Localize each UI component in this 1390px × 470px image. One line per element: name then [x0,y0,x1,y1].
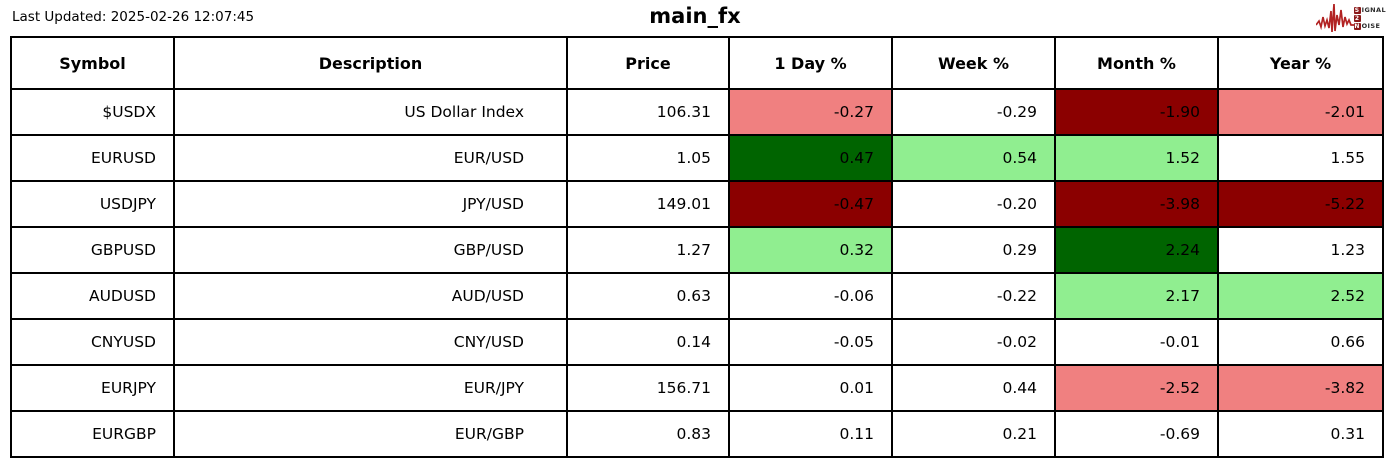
table-row: EURUSD EUR/USD 1.05 0.47 0.54 1.52 1.55 [10,134,1384,182]
change-cell: 1.55 [1217,134,1384,182]
change-cell: 0.32 [728,226,893,274]
change-cell: 2.17 [1054,272,1219,320]
column-header: 1 Day % [728,36,893,90]
description-cell: EUR/GBP [173,410,568,458]
logo-text-line: 2 [1353,14,1361,22]
change-cell: -2.01 [1217,88,1384,136]
waveform-icon [1315,3,1358,33]
change-cell: -0.27 [728,88,893,136]
price-cell: 1.27 [566,226,730,274]
symbol-cell: USDJPY [10,180,175,228]
symbol-cell: EURGBP [10,410,175,458]
fx-table-body: $USDX US Dollar Index 106.31 -0.27 -0.29 -1.9… [10,88,1384,458]
column-header: Description [173,36,568,90]
price-cell: 0.83 [566,410,730,458]
change-cell: 1.52 [1054,134,1219,182]
signal-2-noise-logo: S IGNAL 2 N OISE [1315,1,1386,35]
change-cell: 0.29 [891,226,1056,274]
change-cell: -0.20 [891,180,1056,228]
change-cell: 0.01 [728,364,893,412]
topbar: Last Updated: 2025-02-26 12:07:45 main_f… [0,0,1390,36]
change-cell: -1.90 [1054,88,1219,136]
change-cell: 0.66 [1217,318,1384,366]
price-cell: 0.14 [566,318,730,366]
table-row: GBPUSD GBP/USD 1.27 0.32 0.29 2.24 1.23 [10,226,1384,274]
table-row: EURGBP EUR/GBP 0.83 0.11 0.21 -0.69 0.31 [10,410,1384,458]
change-cell: 0.31 [1217,410,1384,458]
price-cell: 0.63 [566,272,730,320]
change-cell: 0.54 [891,134,1056,182]
header-row: Symbol Description Price 1 Day % Week % Month… [10,36,1384,90]
change-cell: 0.11 [728,410,893,458]
change-cell: -0.47 [728,180,893,228]
change-cell: 0.44 [891,364,1056,412]
price-cell: 149.01 [566,180,730,228]
column-header: Symbol [10,36,175,90]
change-cell: -0.22 [891,272,1056,320]
change-cell: 2.52 [1217,272,1384,320]
symbol-cell: GBPUSD [10,226,175,274]
change-cell: -3.98 [1054,180,1219,228]
change-cell: -0.05 [728,318,893,366]
change-cell: -0.06 [728,272,893,320]
price-cell: 156.71 [566,364,730,412]
symbol-cell: $USDX [10,88,175,136]
column-header: Month % [1054,36,1219,90]
description-cell: CNY/USD [173,318,568,366]
symbol-cell: AUDUSD [10,272,175,320]
table-row: EURJPY EUR/JPY 156.71 0.01 0.44 -2.52 -3.82 [10,364,1384,412]
change-cell: -2.52 [1054,364,1219,412]
description-cell: AUD/USD [173,272,568,320]
price-cell: 106.31 [566,88,730,136]
last-updated-text: Last Updated: 2025-02-26 12:07:45 [12,9,255,25]
change-cell: -5.22 [1217,180,1384,228]
description-cell: EUR/JPY [173,364,568,412]
description-cell: JPY/USD [173,180,568,228]
change-cell: -0.02 [891,318,1056,366]
change-cell: 2.24 [1054,226,1219,274]
table-row: $USDX US Dollar Index 106.31 -0.27 -0.29 -1.9… [10,88,1384,136]
description-cell: US Dollar Index [173,88,568,136]
change-cell: -3.82 [1217,364,1384,412]
logo-text: S IGNAL 2 N OISE [1353,5,1386,30]
column-header: Year % [1217,36,1384,90]
change-cell: -0.29 [891,88,1056,136]
column-header: Week % [891,36,1056,90]
table-row: USDJPY JPY/USD 149.01 -0.47 -0.20 -3.98 -5.22 [10,180,1384,228]
logo-text-line: S IGNAL [1353,5,1386,14]
column-header: Price [566,36,730,90]
change-cell: -0.69 [1054,410,1219,458]
symbol-cell: CNYUSD [10,318,175,366]
symbol-cell: EURJPY [10,364,175,412]
page-title: main_fx [649,4,741,28]
table-row: CNYUSD CNY/USD 0.14 -0.05 -0.02 -0.01 0.66 [10,318,1384,366]
change-cell: 1.23 [1217,226,1384,274]
change-cell: 0.21 [891,410,1056,458]
symbol-cell: EURUSD [10,134,175,182]
price-cell: 1.05 [566,134,730,182]
description-cell: GBP/USD [173,226,568,274]
change-cell: -0.01 [1054,318,1219,366]
change-cell: 0.47 [728,134,893,182]
logo-text-line: N OISE [1353,21,1381,30]
table-row: AUDUSD AUD/USD 0.63 -0.06 -0.22 2.17 2.52 [10,272,1384,320]
description-cell: EUR/USD [173,134,568,182]
fx-table: Symbol Description Price 1 Day % Week % Month… [10,36,1384,458]
